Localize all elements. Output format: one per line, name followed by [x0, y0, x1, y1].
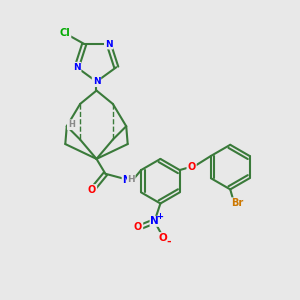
Text: O: O: [88, 185, 96, 195]
Text: N: N: [73, 63, 80, 72]
Text: -: -: [167, 236, 171, 247]
Text: Cl: Cl: [60, 28, 70, 38]
Text: N: N: [122, 175, 130, 185]
Text: O: O: [134, 222, 142, 232]
Text: N: N: [150, 216, 159, 226]
Text: O: O: [159, 233, 168, 243]
Text: H: H: [68, 120, 75, 129]
Text: N: N: [93, 77, 100, 86]
Text: N: N: [105, 40, 112, 49]
Text: Br: Br: [231, 198, 243, 208]
Text: +: +: [156, 212, 163, 221]
Text: O: O: [188, 162, 196, 172]
Text: H: H: [128, 175, 135, 184]
